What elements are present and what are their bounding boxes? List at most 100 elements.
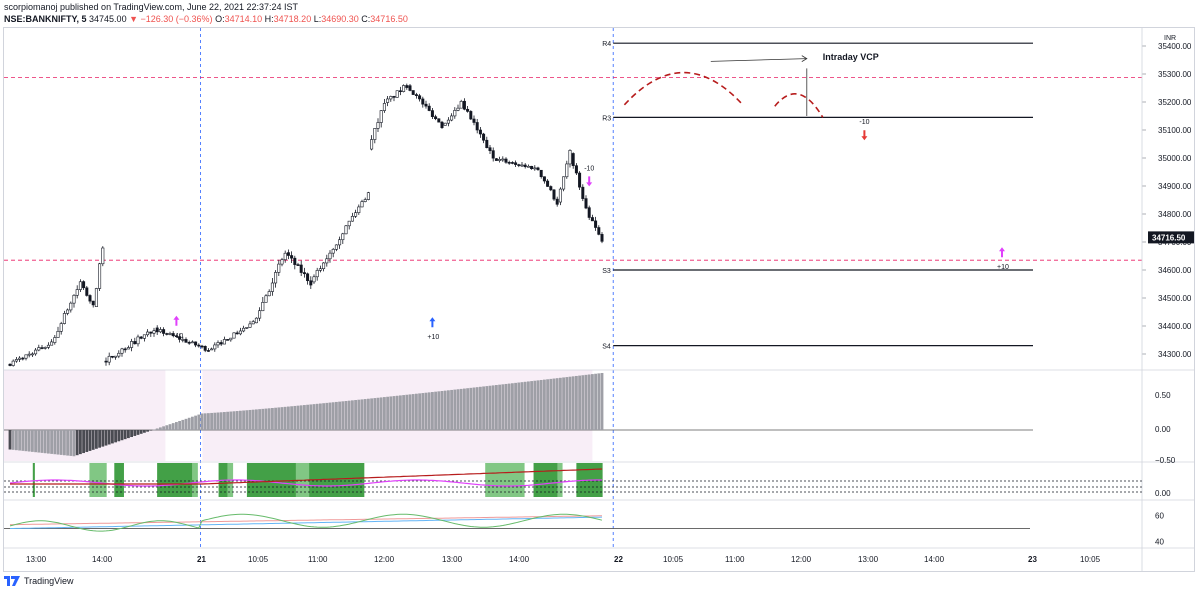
histogram-bar [267,408,271,430]
low-label: L: [313,14,322,24]
price-tick-label: 35100.00 [1158,126,1192,135]
candle-body [293,257,297,265]
high-value: 34718.20 [273,14,312,24]
candle [251,319,255,325]
candle [600,232,604,244]
brand-name[interactable]: TradingView [24,576,74,586]
candle-body [578,172,582,188]
candle [533,165,537,171]
histogram-bar [459,388,463,430]
histogram-bar [562,377,565,430]
histogram-bar [251,409,255,430]
histogram-bar [335,401,338,430]
candle [338,236,342,249]
candle-body [398,90,402,93]
candle-body [491,150,495,159]
histogram-bar [248,409,252,430]
oscillator-tick-label: 60 [1155,512,1164,521]
candle-body [53,337,57,343]
histogram-bar [347,400,351,430]
histogram-bar [527,381,530,430]
candle-body [331,249,335,254]
histogram-bar [309,404,313,430]
histogram-bar [136,430,140,435]
candle [542,176,546,184]
trend-band [157,463,193,497]
histogram-bar [517,382,521,430]
histogram-bar [584,374,588,430]
candle [370,135,374,151]
histogram-bar [162,426,165,430]
candle [296,262,300,266]
candle [18,356,22,362]
histogram-bar [552,378,556,430]
candle [443,122,447,126]
histogram-bar [370,398,373,430]
candle [190,340,194,344]
time-tick-label: 10:05 [663,555,684,564]
candle [123,347,127,353]
histogram-bar [24,430,28,452]
candle-body [338,239,342,246]
candle [309,276,313,289]
histogram-bar [456,389,460,430]
time-tick-label: 21 [197,555,206,564]
histogram-bar [555,378,559,430]
candle-body [203,346,207,351]
candle-body [40,347,44,349]
histogram-bar [559,377,562,430]
histogram-bar [255,409,258,430]
candle-body [280,259,284,265]
candle-body [549,186,553,191]
candle [392,95,396,102]
symbol-name[interactable]: NSE:BANKNIFTY, 5 [4,14,87,24]
candle [398,86,402,96]
candle-body [14,359,18,362]
candle-body [75,289,79,296]
candle-body [274,272,278,284]
candle [62,310,66,325]
candle [107,352,111,366]
open-value: 34714.10 [224,14,263,24]
candle-body [69,302,73,311]
candle-body [190,341,194,344]
candle-body [194,341,198,346]
candle-body [98,263,102,289]
candle [149,331,153,337]
candle [501,156,505,162]
trend-band [192,463,198,497]
candle [75,285,79,299]
histogram-bar [325,402,329,430]
candle [117,350,121,359]
candle [158,327,162,334]
candle-body [165,333,169,335]
candle-body [459,101,463,109]
histogram-bar [111,430,114,444]
histogram-bar [191,416,194,430]
candle [402,84,406,93]
candle [146,329,150,337]
publish-info: scorpiomanoj published on TradingView.co… [4,2,299,12]
histogram-bar [181,419,185,430]
tradingview-logo-icon[interactable] [4,576,20,586]
candle-body [558,188,562,203]
histogram-bar [75,430,79,456]
histogram-bar [47,430,50,454]
candle-body [309,280,313,286]
histogram-bar [277,407,281,430]
histogram-bar [165,425,169,430]
histogram-bar [475,387,479,430]
histogram-bar [466,388,469,430]
candle [104,357,108,366]
histogram-bar [235,411,239,430]
histogram-bar [354,400,357,430]
candle [568,149,572,168]
candle [453,107,457,119]
candle-body [510,162,514,164]
candle-body [325,258,329,264]
histogram-bar [399,395,402,430]
candle [101,246,105,267]
histogram-bar [360,399,364,430]
candle-body [434,116,438,120]
